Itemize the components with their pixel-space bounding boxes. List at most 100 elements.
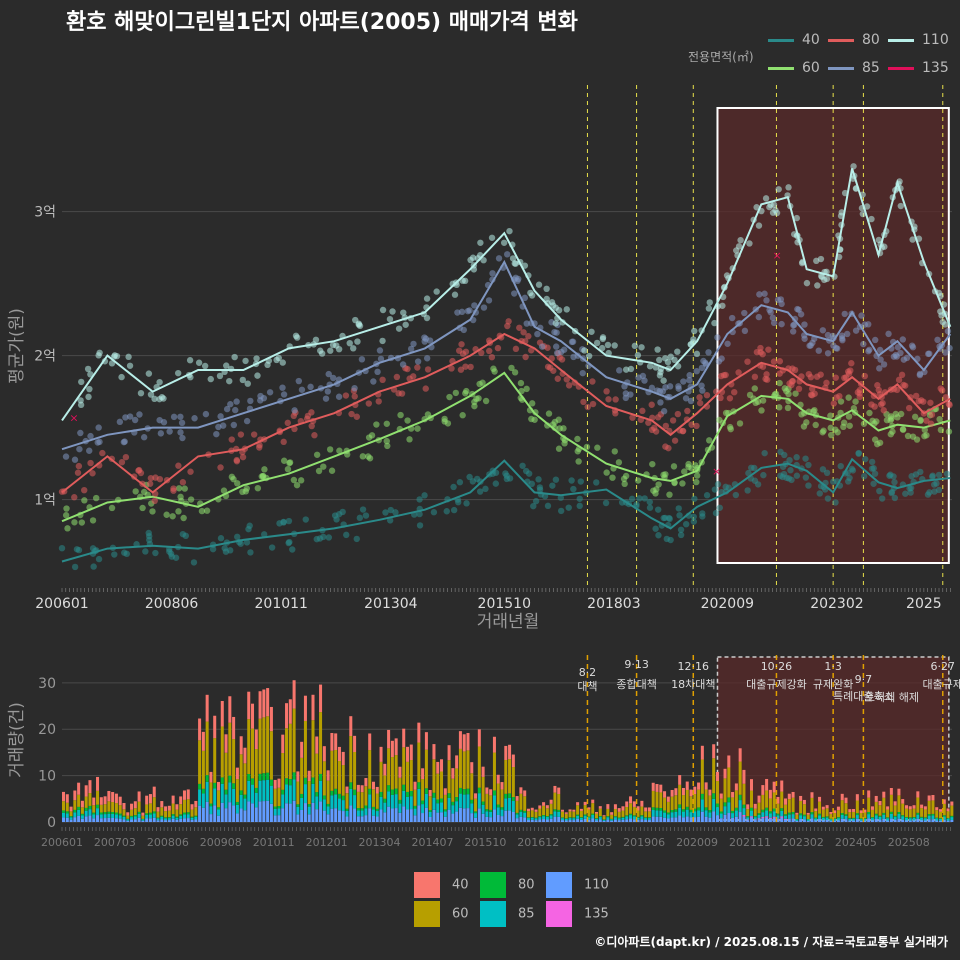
point-110 <box>563 306 570 313</box>
bar-110 <box>946 820 950 822</box>
bar-85 <box>904 817 908 821</box>
bar-80 <box>765 807 769 811</box>
point-110 <box>451 291 459 298</box>
bar-80 <box>466 788 470 795</box>
bar-60 <box>708 795 712 811</box>
bar-60 <box>156 811 160 818</box>
bar-85 <box>500 809 504 817</box>
bar-85 <box>330 795 334 809</box>
point-110 <box>664 358 672 366</box>
bar-80 <box>228 775 232 783</box>
bar-110 <box>923 820 927 822</box>
bar-85 <box>708 812 712 818</box>
bar-85 <box>402 790 406 807</box>
bar-85 <box>220 783 224 803</box>
point-60 <box>313 451 321 458</box>
bar-60 <box>829 813 833 819</box>
point-60 <box>620 475 628 483</box>
point-80 <box>565 382 573 389</box>
bar-85 <box>288 785 292 804</box>
bar-85 <box>62 812 66 818</box>
bar-85 <box>341 800 345 812</box>
bar-60 <box>315 753 319 793</box>
point-80 <box>170 485 177 492</box>
bar-40 <box>99 797 103 805</box>
bar-60 <box>436 773 440 800</box>
bar-110 <box>768 818 772 822</box>
bar-80 <box>80 813 84 816</box>
bar-60 <box>810 797 814 813</box>
bar-40 <box>345 786 349 794</box>
bar-legend-label-85: 85 <box>518 906 535 922</box>
bar-85 <box>273 808 277 816</box>
point-60 <box>293 481 301 489</box>
point-60 <box>139 504 146 512</box>
point-80 <box>239 453 247 461</box>
point-40 <box>593 479 600 486</box>
point-40 <box>179 530 187 538</box>
bar-60 <box>428 796 432 810</box>
bar-60 <box>647 811 651 818</box>
bar-60 <box>625 807 629 816</box>
bar-110 <box>897 818 901 822</box>
point-40 <box>316 535 324 542</box>
point-110 <box>588 328 595 335</box>
point-60 <box>894 414 901 421</box>
bar-80 <box>715 803 719 808</box>
legend-swatch-135 <box>888 66 914 70</box>
bar-60 <box>719 798 723 812</box>
bar-40 <box>92 797 96 806</box>
point-40 <box>751 464 758 472</box>
point-85 <box>86 447 93 454</box>
bar-80 <box>262 773 266 781</box>
bar-60 <box>844 803 848 815</box>
bar-85 <box>931 815 935 820</box>
bar-y-axis-title: 거래량(건) <box>7 702 27 778</box>
x-tick-label-4: 201304 <box>364 596 418 612</box>
bar-60 <box>111 802 115 813</box>
bar-60 <box>776 803 780 814</box>
bar-110 <box>791 818 795 822</box>
bar-40 <box>511 754 515 768</box>
bar-135 <box>780 816 784 818</box>
bar-40 <box>810 792 814 798</box>
bar-85 <box>455 801 459 812</box>
bar-85 <box>65 813 69 818</box>
bar-40 <box>587 807 591 810</box>
point-80 <box>379 376 386 384</box>
bar-legend-label-40: 40 <box>452 877 469 893</box>
point-80 <box>744 358 751 365</box>
bar-80 <box>693 808 697 812</box>
bar-60 <box>613 809 617 817</box>
bar-40 <box>387 729 391 749</box>
bar-40 <box>681 787 685 796</box>
bar-85 <box>901 816 905 820</box>
bar-60 <box>511 767 515 798</box>
bar-85 <box>629 815 633 819</box>
point-40 <box>711 486 719 493</box>
bar-40 <box>780 780 784 792</box>
point-80 <box>584 403 591 411</box>
point-40 <box>234 533 241 541</box>
bar-60 <box>806 814 810 819</box>
bar-110 <box>186 818 190 822</box>
bar-60 <box>897 795 901 813</box>
point-80 <box>375 398 382 405</box>
bar-40 <box>814 808 818 812</box>
bar-80 <box>273 806 277 809</box>
point-60 <box>297 477 305 484</box>
point-85 <box>569 338 577 345</box>
point-40 <box>628 495 636 503</box>
point-80 <box>406 375 413 382</box>
bar-110 <box>810 818 814 822</box>
bar-60 <box>670 796 674 810</box>
point-85 <box>170 413 178 421</box>
point-80 <box>414 364 421 371</box>
bar-40 <box>103 796 107 805</box>
bar-60 <box>746 809 750 817</box>
bar-85 <box>784 815 788 819</box>
bar-110 <box>784 819 788 822</box>
bar-85 <box>727 802 731 814</box>
bar-x-tick-label-11: 201803 <box>570 836 612 849</box>
bar-40 <box>526 808 530 812</box>
